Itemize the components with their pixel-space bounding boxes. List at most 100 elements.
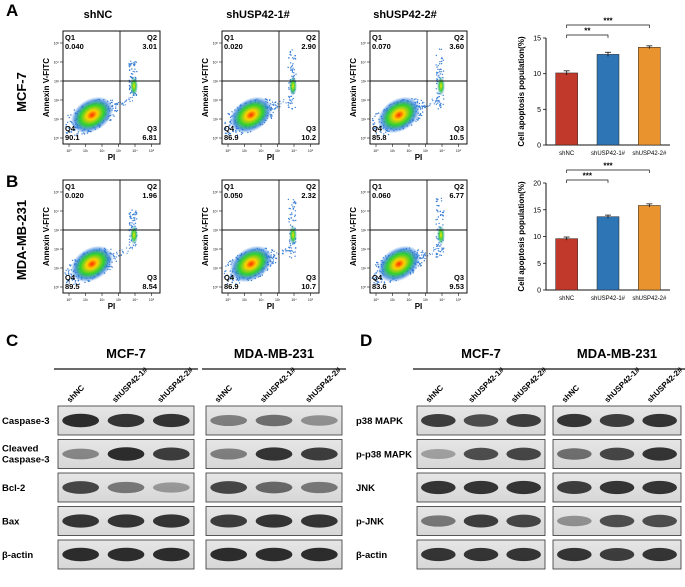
flow-x-tick-label: 10⁰	[66, 149, 72, 153]
bar-y-tick-label: 0	[537, 288, 541, 295]
quadrant-q4-label: Q4	[224, 124, 235, 133]
protein-label: Caspase-3	[2, 455, 50, 466]
quadrant-q1-value: 0.060	[372, 191, 391, 200]
flow-density-main	[229, 96, 273, 134]
blot-band	[599, 480, 635, 495]
flow-ylabel: Annexin V-FITC	[42, 58, 51, 117]
blot-band	[421, 449, 456, 459]
quadrant-q2-value: 1.96	[142, 191, 157, 200]
flow-xlabel: PI	[267, 153, 275, 162]
bar-category-label: shNC	[559, 296, 575, 302]
blot-band	[62, 547, 100, 562]
flow-y-tick-label: 10³	[361, 80, 367, 84]
quadrant-q4-label: Q4	[372, 124, 383, 133]
blot-band	[255, 447, 293, 461]
flow-x-tick-label: 10³	[116, 149, 122, 153]
blot-band	[107, 547, 145, 562]
significance-label: ***	[603, 162, 613, 171]
quadrant-q4-value: 90.1	[65, 133, 80, 142]
flow-x-tick-label: 10⁵	[456, 298, 462, 302]
protein-label: JNK	[356, 483, 375, 494]
blot-band	[421, 480, 456, 495]
flow-xlabel: PI	[267, 302, 275, 311]
western-group-title: MDA-MB-231	[234, 346, 314, 361]
blot-band	[506, 414, 541, 427]
quadrant-q3-value: 6.81	[142, 133, 157, 142]
blot-band	[506, 514, 541, 528]
bar	[596, 54, 620, 146]
western-lane-label: shUSP42-2#	[156, 365, 195, 404]
blot-band	[107, 481, 145, 494]
quadrant-q2-value: 6.77	[449, 191, 464, 200]
bar	[596, 216, 620, 291]
bar-category-label: shUSP42-1#	[591, 151, 626, 157]
significance-bracket	[566, 169, 650, 173]
quadrant-q2-label: Q2	[454, 33, 464, 42]
quadrant-q3-label: Q3	[454, 124, 464, 133]
bar-y-tick-label: 10	[533, 234, 541, 241]
quadrant-q1-value: 0.050	[224, 191, 243, 200]
flow-y-tick-label: 10¹	[213, 118, 219, 122]
blot-band	[421, 515, 456, 527]
bar-category-label: shUSP42-2#	[632, 296, 667, 302]
blot-band	[152, 447, 190, 461]
quadrant-q1-label: Q1	[224, 182, 234, 191]
protein-label: Bax	[2, 517, 20, 528]
blot-band	[62, 514, 100, 528]
bar	[638, 205, 661, 291]
bar-category-label: shNC	[559, 151, 575, 157]
panel-letter-d: D	[360, 331, 372, 350]
western-lane-label: shUSP42-2#	[509, 365, 548, 404]
blot-band	[506, 547, 541, 562]
flow-x-tick-label: 10⁰	[225, 149, 231, 153]
bar-ylabel: Cell apoptosis population(%)	[517, 36, 526, 147]
flow-y-tick-label: 10³	[213, 80, 219, 84]
blot-band	[557, 547, 592, 562]
western-lane-label: shUSP42-1#	[467, 365, 506, 404]
blot-band	[62, 413, 100, 428]
flow-y-tick-label: 10²	[361, 248, 367, 252]
flow-y-tick-label: 10³	[361, 229, 367, 233]
flow-density-late	[130, 76, 138, 96]
flow-xlabel: PI	[415, 302, 423, 311]
blot-band	[557, 515, 592, 527]
blot-band	[599, 548, 635, 561]
flow-y-tick-label: 10⁰	[54, 286, 60, 290]
flow-x-tick-label: 10⁵	[456, 149, 462, 153]
flow-x-tick-label: 10²	[99, 298, 105, 302]
blot-band	[300, 547, 338, 562]
blot-band	[152, 413, 190, 428]
flow-x-tick-label: 10⁴	[439, 149, 445, 153]
flow-y-tick-label: 10⁴	[361, 210, 367, 214]
blot-band	[506, 480, 541, 495]
flow-plots: Q10.040Q23.01Q490.1Q36.8110⁰10⁰10¹10¹10²…	[42, 30, 468, 311]
quadrant-q2-label: Q2	[147, 182, 157, 191]
flow-xlabel: PI	[108, 302, 116, 311]
bar-y-tick-label: 15	[533, 36, 541, 43]
flow-x-tick-label: 10³	[423, 149, 429, 153]
blot-band	[300, 514, 338, 528]
blot-band	[599, 414, 635, 427]
flow-ylabel: Annexin V-FITC	[201, 207, 210, 266]
flow-density-late	[437, 76, 445, 96]
flow-x-tick-label: 10²	[258, 298, 264, 302]
bar-y-tick-label: 10	[533, 71, 541, 78]
protein-label: Caspase-3	[2, 416, 50, 427]
flow-y-tick-label: 10⁵	[54, 191, 60, 195]
bar	[555, 238, 578, 291]
western-lane-label: shUSP42-1#	[110, 365, 149, 404]
flow-y-tick-label: 10⁵	[213, 42, 219, 46]
quadrant-q4-label: Q4	[65, 273, 76, 282]
blot-band	[210, 481, 248, 494]
flow-y-tick-label: 10⁵	[54, 42, 60, 46]
quadrant-q3-label: Q3	[306, 273, 316, 282]
blot-band	[642, 480, 677, 495]
western-lane-label: shUSP42-1#	[258, 365, 297, 404]
blot-band	[152, 482, 190, 493]
blot-band	[463, 480, 499, 495]
flow-x-tick-label: 10²	[258, 149, 264, 153]
quadrant-q3-label: Q3	[147, 273, 157, 282]
